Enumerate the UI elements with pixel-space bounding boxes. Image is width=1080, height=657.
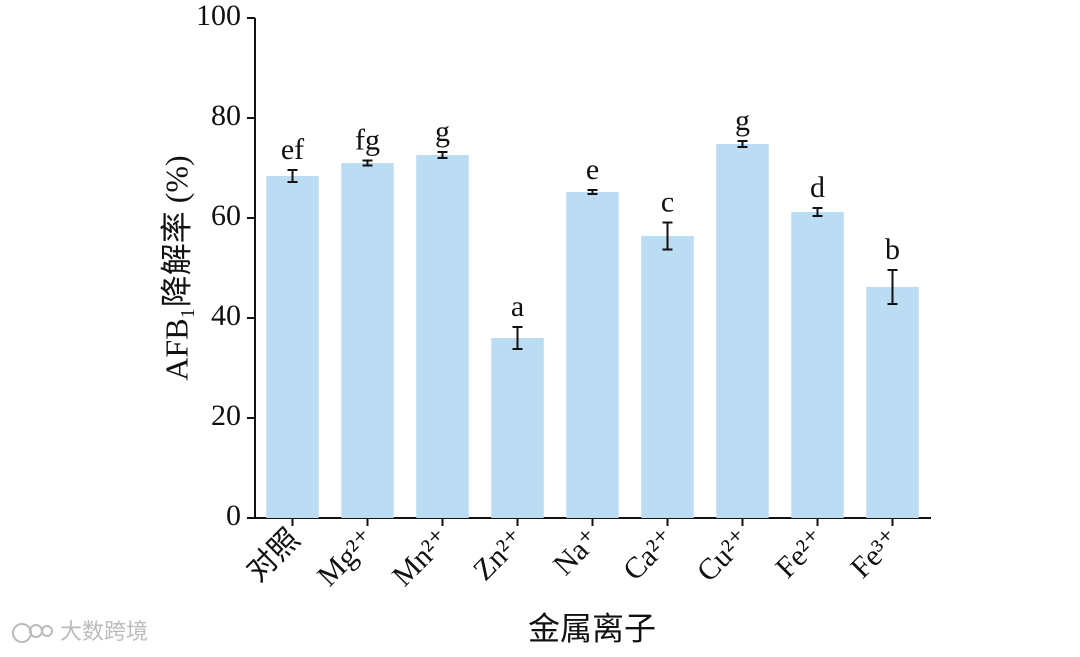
y-axis-label: AFB₁降解率 (%): [158, 155, 194, 380]
bar: [566, 192, 619, 518]
significance-label: g: [735, 104, 750, 137]
significance-label: d: [810, 171, 825, 204]
x-tick-label: Mn²⁺: [386, 522, 456, 592]
significance-label: a: [511, 290, 524, 323]
x-tick-label: Zn²⁺: [467, 522, 531, 586]
x-tick-label: Cu²⁺: [691, 522, 757, 588]
significance-label: fg: [355, 123, 380, 156]
y-tick-label: 20: [211, 399, 241, 432]
error-bar: [512, 326, 523, 350]
x-tick-label: Ca²⁺: [617, 522, 681, 586]
bar: [416, 155, 469, 518]
bar: [866, 287, 919, 518]
y-tick-label: 100: [196, 0, 241, 32]
y-tick-label: 80: [211, 99, 241, 132]
error-bar: [662, 221, 673, 251]
bar: [341, 163, 394, 518]
significance-label: ef: [281, 133, 304, 166]
bar: [716, 144, 769, 518]
error-bar: [287, 169, 298, 183]
x-tick-label: Fe²⁺: [769, 522, 831, 584]
bar: [491, 338, 544, 518]
error-bar: [737, 140, 748, 148]
x-tick-label: 对照: [241, 522, 307, 588]
x-tick-label: Fe³⁺: [844, 522, 906, 584]
x-tick-label: Na⁺: [547, 522, 606, 581]
bar: [791, 212, 844, 518]
bar: [266, 176, 319, 518]
watermark: 大数跨境: [60, 619, 148, 644]
significance-label: b: [885, 233, 900, 266]
x-tick-label: Mg²⁺: [311, 522, 381, 592]
watermark-icon: [12, 623, 53, 643]
error-bar: [887, 269, 898, 305]
error-bar: [587, 189, 598, 195]
error-bar: [437, 151, 448, 159]
significance-label: e: [586, 153, 599, 186]
significance-label: c: [661, 185, 674, 218]
x-axis-label: 金属离子: [528, 610, 656, 646]
y-tick-label: 60: [211, 199, 241, 232]
error-bar: [812, 207, 823, 217]
error-bar: [362, 159, 373, 167]
significance-label: g: [435, 115, 450, 148]
bar: [641, 236, 694, 518]
y-tick-label: 0: [226, 499, 241, 532]
y-tick-label: 40: [211, 299, 241, 332]
